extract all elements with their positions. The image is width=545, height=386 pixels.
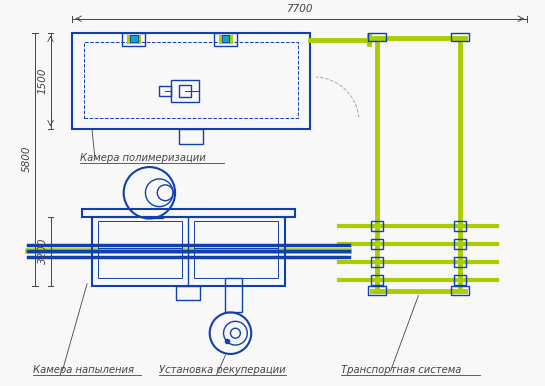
Bar	[179, 85, 191, 97]
Text: Камера полимеризации: Камера полимеризации	[80, 153, 206, 163]
Bar	[371, 239, 383, 249]
Bar	[171, 80, 199, 102]
Bar	[368, 32, 386, 41]
Text: 3200: 3200	[38, 238, 47, 264]
Bar	[98, 222, 182, 248]
Bar	[146, 217, 164, 218]
Bar	[98, 248, 182, 278]
Bar	[72, 32, 310, 129]
Bar	[454, 222, 466, 231]
Text: Камера напыления: Камера напыления	[33, 365, 134, 375]
Bar	[219, 35, 233, 44]
Bar	[92, 217, 285, 286]
Text: 1500: 1500	[38, 68, 47, 94]
Bar	[82, 208, 295, 217]
Bar	[214, 32, 238, 46]
Bar	[126, 35, 141, 44]
Text: 7700: 7700	[287, 4, 313, 14]
Bar	[454, 275, 466, 285]
Bar	[368, 286, 386, 295]
Bar	[194, 222, 278, 248]
Bar	[84, 42, 298, 118]
Bar	[451, 32, 469, 41]
Bar	[222, 35, 229, 42]
Bar	[122, 32, 146, 46]
Bar	[176, 286, 200, 300]
Bar	[222, 36, 228, 41]
Bar	[371, 222, 383, 231]
Bar	[371, 257, 383, 267]
Bar	[130, 35, 137, 42]
Bar	[159, 86, 171, 96]
Text: 5800: 5800	[22, 146, 32, 173]
Text: Установка рекуперации: Установка рекуперации	[159, 365, 286, 375]
Bar	[225, 278, 243, 312]
Bar	[131, 36, 137, 41]
Bar	[454, 239, 466, 249]
Bar	[179, 129, 203, 144]
Bar	[371, 275, 383, 285]
Bar	[454, 257, 466, 267]
Bar	[451, 286, 469, 295]
Bar	[194, 248, 278, 278]
Text: Транспортная система: Транспортная система	[341, 365, 462, 375]
